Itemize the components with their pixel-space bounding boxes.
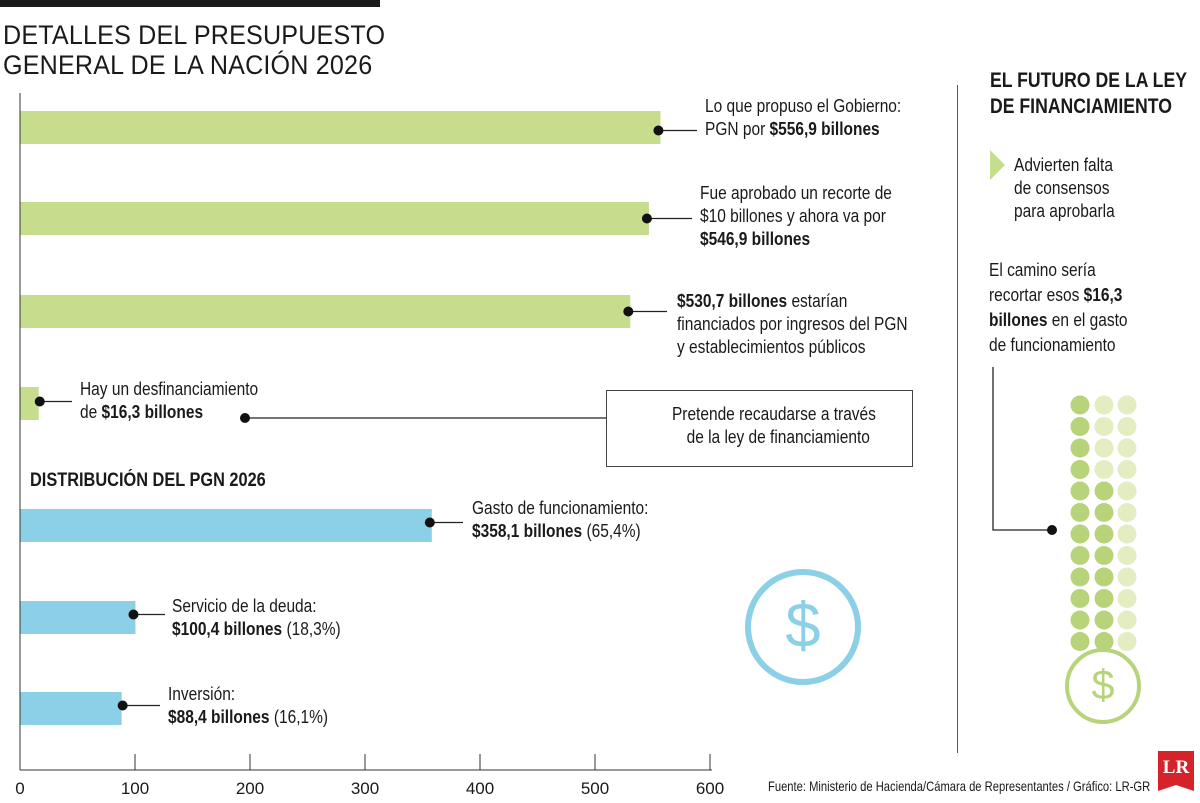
dot-filled (1070, 417, 1090, 436)
panel-divider (957, 85, 958, 753)
dot-light (1117, 524, 1137, 544)
dollar-circle-icon-blue-glyph: $ (785, 591, 820, 661)
label-funcionamiento: Gasto de funcionamiento: $358,1 billones… (472, 498, 649, 541)
x-tick-label: 200 (236, 779, 264, 798)
value-desfinanciamiento: $16,3 billones (101, 402, 204, 422)
dot-filled (1094, 632, 1114, 651)
dot-filled (1070, 589, 1090, 608)
leader-aprobado-dot (641, 213, 652, 224)
dot-filled (1070, 481, 1090, 501)
leader-financiados-dot (623, 306, 634, 317)
source-note: Fuente: Ministerio de Hacienda/Cámara de… (768, 778, 1151, 794)
callout-box-text: Pretende recaudarse a través de la ley d… (671, 404, 876, 447)
leader-funcionamiento-dot (424, 517, 435, 528)
dot-filled (1070, 395, 1090, 415)
value-financiados: $530,7 billones (677, 291, 788, 311)
top-rule (0, 0, 380, 7)
panel-title-line2: DE FINANCIAMIENTO (990, 95, 1172, 118)
value-aprobado: $546,9 billones (700, 229, 811, 249)
dollar-circle-icon-green: $ (1065, 648, 1141, 724)
dot-filled (1094, 481, 1114, 501)
leader-gobierno-dot (653, 125, 664, 136)
section-title-distribucion: DISTRIBUCIÓN DEL PGN 2026 (30, 470, 266, 491)
dot-filled (1094, 610, 1114, 630)
x-tick-label: 100 (121, 779, 149, 798)
dot-filled (1070, 438, 1090, 458)
bar-7 (20, 692, 122, 725)
dot-light (1094, 438, 1114, 458)
chart-title-line1: DETALLES DEL PRESUPUESTO (3, 20, 386, 50)
dollar-circle-icon-blue-ring (744, 568, 862, 686)
label-aprobado: Fue aprobado un recorte de $10 billones … (700, 183, 892, 249)
dot-filled (1070, 632, 1090, 651)
x-tick-label: 600 (696, 779, 724, 798)
dot-filled (1070, 567, 1090, 587)
x-tick-label: 300 (351, 779, 379, 798)
dot-light (1117, 481, 1137, 501)
chart-title-line2: GENERAL DE LA NACIÓN 2026 (3, 50, 373, 80)
panel-title-line1: EL FUTURO DE LA LEY (990, 69, 1187, 92)
dot-light (1094, 417, 1114, 436)
bar-2 (20, 202, 649, 235)
label-financiados: $530,7 billones estarían financiados por… (677, 291, 908, 357)
x-tick-label: 0 (15, 779, 24, 798)
dot-light (1117, 589, 1137, 608)
dot-filled (1070, 460, 1090, 479)
dot-light (1117, 503, 1137, 522)
dot-filled (1070, 503, 1090, 522)
dot-filled (1094, 567, 1114, 587)
dollar-circle-icon-green-glyph: $ (1091, 662, 1114, 708)
dot-filled (1070, 610, 1090, 630)
dot-filled (1070, 524, 1090, 544)
value-inversion: $88,4 billones (168, 707, 270, 727)
bar-6 (20, 601, 136, 634)
bar-1 (20, 111, 661, 144)
label-deuda: Servicio de la deuda: $100,4 billones (1… (172, 596, 341, 639)
panel-point-consensos: Advierten falta de consensos para aproba… (1014, 155, 1115, 221)
dot-filled (1094, 546, 1114, 565)
dot-filled (1094, 503, 1114, 522)
dot-light (1117, 610, 1137, 630)
dot-light (1117, 417, 1137, 436)
bar-5 (20, 509, 432, 542)
label-desfinanciamiento: Hay un desfinanciamiento de $16,3 billon… (80, 379, 259, 422)
dot-light (1117, 567, 1137, 587)
dot-light (1117, 546, 1137, 565)
leader-camino-line (992, 367, 1052, 531)
dot-light (1094, 460, 1114, 479)
x-tick-label: 500 (581, 779, 609, 798)
panel-point-camino: El camino sería recortar esos $16,3 bill… (989, 260, 1128, 355)
triangle-bullet-icon (990, 150, 1005, 180)
dot-light (1117, 632, 1137, 651)
value-deuda: $100,4 billones (172, 619, 283, 639)
dollar-circle-icon-blue: $ (744, 568, 862, 686)
dollar-circle-icon-green-ring (1065, 648, 1141, 724)
dot-light (1117, 460, 1137, 479)
bar-3 (20, 295, 631, 328)
value-gobierno: $556,9 billones (769, 119, 880, 139)
value-funcionamiento: $358,1 billones (472, 521, 583, 541)
leader-box-dot (240, 413, 250, 423)
label-gobierno: Lo que propuso el Gobierno: PGN por $556… (705, 96, 902, 139)
leader-deuda-dot (128, 609, 139, 620)
dot-filled (1094, 589, 1114, 608)
leader-camino-dot (1047, 525, 1057, 535)
leader-inversion-dot (117, 700, 128, 711)
dot-light (1094, 395, 1114, 415)
leader-desfinanciamiento-dot (34, 396, 45, 407)
dot-filled (1094, 524, 1114, 544)
dot-filled (1070, 546, 1090, 565)
bar-4 (20, 387, 39, 420)
lr-logo: LR (1158, 751, 1194, 791)
dot-light (1117, 438, 1137, 458)
label-inversion: Inversión: $88,4 billones (16,1%) (168, 684, 329, 727)
dot-light (1117, 395, 1137, 415)
x-tick-label: 400 (466, 779, 494, 798)
callout-box (606, 390, 913, 467)
